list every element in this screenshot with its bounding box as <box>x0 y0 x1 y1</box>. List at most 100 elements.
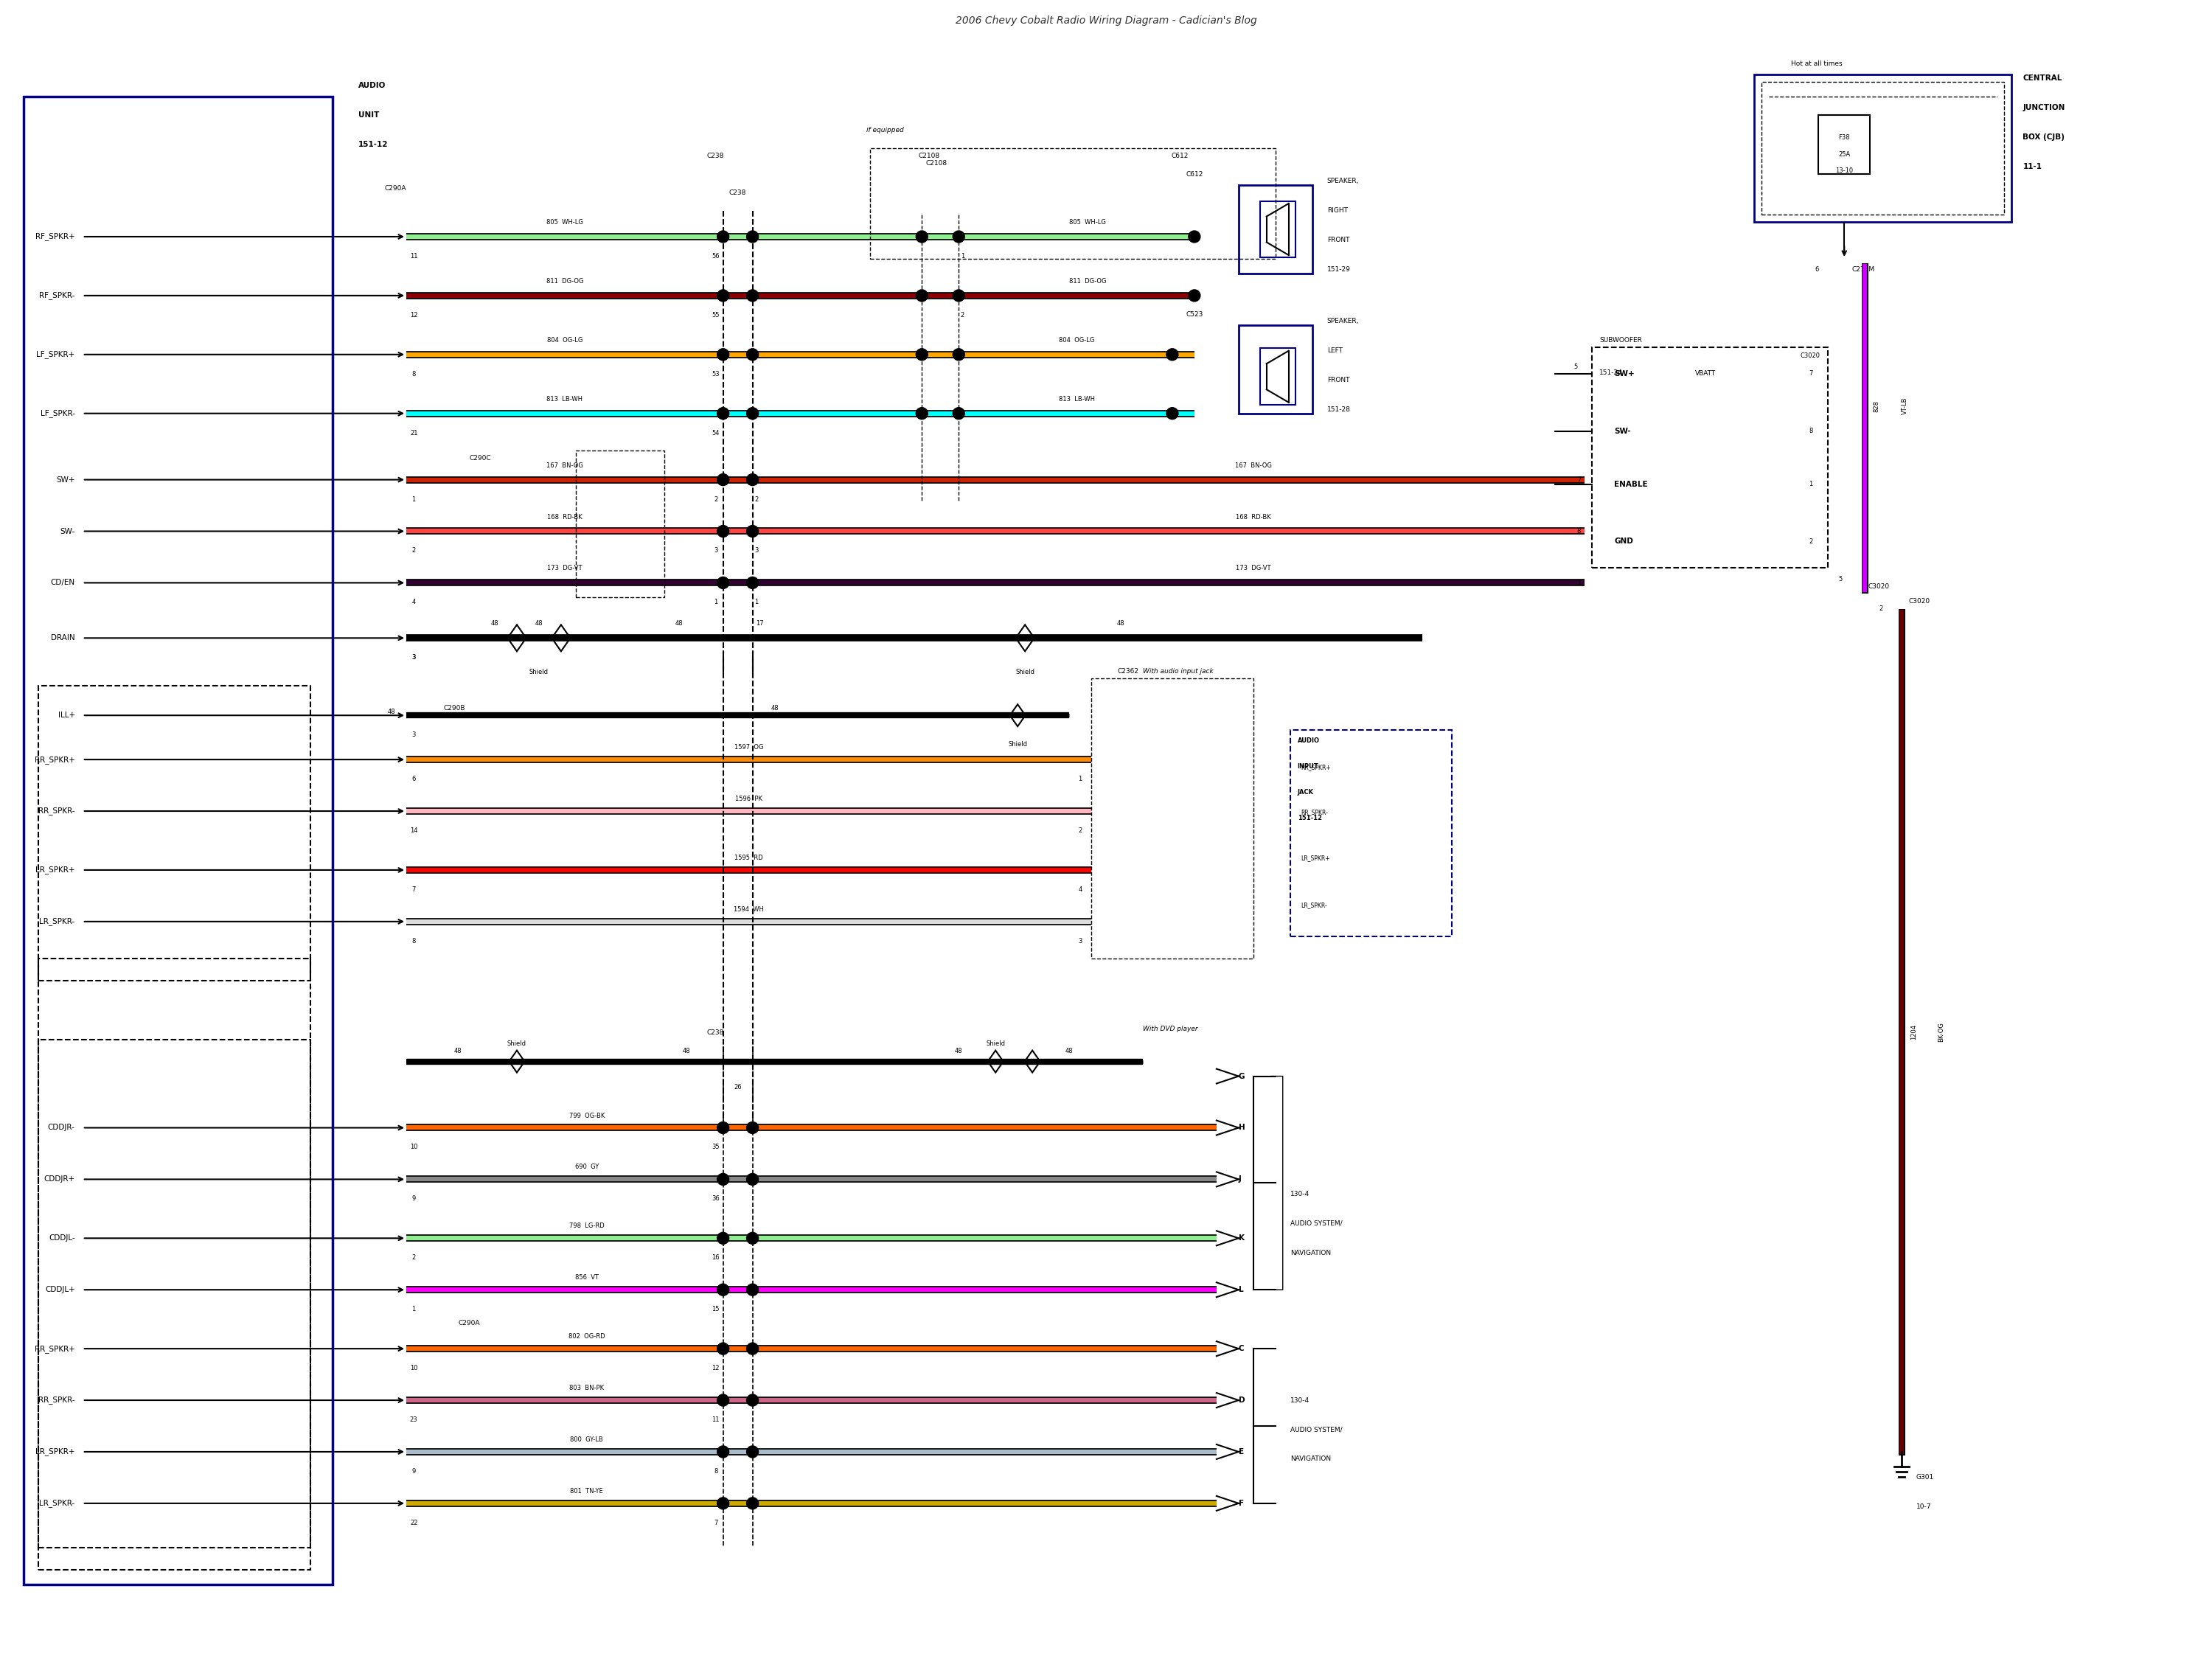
Text: BOX (CJB): BOX (CJB) <box>2022 134 2064 141</box>
Circle shape <box>748 1394 759 1407</box>
Text: C290A: C290A <box>458 1321 480 1327</box>
Text: 690  GY: 690 GY <box>575 1165 599 1171</box>
Text: 828: 828 <box>1874 400 1880 411</box>
Circle shape <box>748 290 759 302</box>
Text: RR_SPKR-: RR_SPKR- <box>1301 810 1329 816</box>
Circle shape <box>953 348 964 360</box>
Text: C2108: C2108 <box>918 153 940 159</box>
Text: 54: 54 <box>712 430 719 436</box>
Circle shape <box>748 408 759 420</box>
Text: DRAIN: DRAIN <box>51 634 75 642</box>
Text: 1: 1 <box>411 1306 416 1312</box>
Text: 3: 3 <box>411 732 416 738</box>
Text: Shield: Shield <box>507 1040 526 1047</box>
Text: SPEAKER,: SPEAKER, <box>1327 178 1358 184</box>
Text: LR_SPKR-: LR_SPKR- <box>1301 902 1327 909</box>
Circle shape <box>916 348 927 360</box>
Text: 168  RD-BK: 168 RD-BK <box>1237 514 1272 521</box>
Text: 8: 8 <box>411 937 416 944</box>
Text: NAVIGATION: NAVIGATION <box>1290 1249 1332 1256</box>
Text: 4: 4 <box>411 599 416 606</box>
Circle shape <box>748 474 759 486</box>
Text: F38: F38 <box>1838 134 1849 141</box>
Text: K: K <box>1239 1234 1245 1243</box>
Circle shape <box>916 408 927 420</box>
Circle shape <box>953 408 964 420</box>
Text: C290A: C290A <box>385 186 407 192</box>
Circle shape <box>748 1498 759 1510</box>
Text: G: G <box>1239 1072 1245 1080</box>
Text: 2: 2 <box>714 496 717 503</box>
Text: 167  BN-OG: 167 BN-OG <box>1234 461 1272 468</box>
Text: 2: 2 <box>411 1254 416 1261</box>
Text: 7: 7 <box>411 886 416 893</box>
Text: AUDIO SYSTEM/: AUDIO SYSTEM/ <box>1290 1219 1343 1226</box>
Circle shape <box>1188 290 1201 302</box>
Text: 5: 5 <box>1838 576 1843 582</box>
Circle shape <box>717 1394 730 1407</box>
Circle shape <box>953 290 964 302</box>
Circle shape <box>748 348 759 360</box>
Text: 2006 Chevy Cobalt Radio Wiring Diagram - Cadician's Blog: 2006 Chevy Cobalt Radio Wiring Diagram -… <box>956 15 1256 27</box>
Text: 1596  PK: 1596 PK <box>734 796 763 803</box>
Text: 48: 48 <box>1117 620 1124 627</box>
Text: H: H <box>1239 1125 1245 1131</box>
Text: 9: 9 <box>411 1468 416 1475</box>
Text: 11: 11 <box>712 1417 719 1423</box>
Text: C238: C238 <box>708 153 723 159</box>
Text: 23: 23 <box>409 1417 418 1423</box>
Text: C290B: C290B <box>442 705 465 712</box>
Text: 2: 2 <box>411 547 416 554</box>
Text: SW+: SW+ <box>1615 370 1635 377</box>
Circle shape <box>717 1233 730 1244</box>
Text: 151-12: 151-12 <box>1298 815 1323 821</box>
Text: 10: 10 <box>409 1145 418 1151</box>
Text: 5: 5 <box>1573 363 1577 370</box>
Text: NAVIGATION: NAVIGATION <box>1290 1457 1332 1463</box>
Circle shape <box>717 231 730 242</box>
Text: 21: 21 <box>409 430 418 436</box>
Text: LR_SPKR-: LR_SPKR- <box>40 917 75 926</box>
Text: 130-4: 130-4 <box>1290 1397 1310 1404</box>
Text: 805  WH-LG: 805 WH-LG <box>1068 219 1106 226</box>
Text: Shield: Shield <box>1009 742 1026 748</box>
Text: 803  BN-PK: 803 BN-PK <box>568 1385 604 1392</box>
Text: 1204: 1204 <box>1911 1024 1918 1040</box>
Text: AUDIO: AUDIO <box>1298 738 1321 745</box>
Text: 1: 1 <box>411 496 416 503</box>
Text: C2108: C2108 <box>927 159 947 166</box>
Text: G301: G301 <box>1916 1473 1933 1480</box>
Text: 2: 2 <box>1878 606 1882 612</box>
Text: 26: 26 <box>734 1083 741 1090</box>
Text: 48: 48 <box>956 1047 962 1053</box>
Text: C238: C238 <box>730 189 745 196</box>
Text: SUBWOOFER: SUBWOOFER <box>1599 337 1641 343</box>
Text: 130-4: 130-4 <box>1290 1191 1310 1198</box>
Text: 3: 3 <box>411 654 416 660</box>
Text: 1: 1 <box>1809 481 1814 488</box>
Text: 151-28: 151-28 <box>1327 406 1352 413</box>
Text: CDDJR+: CDDJR+ <box>44 1176 75 1183</box>
Text: GND: GND <box>1615 538 1632 546</box>
Text: Hot at all times: Hot at all times <box>1792 61 1843 68</box>
Text: 48: 48 <box>491 620 498 627</box>
Text: 811  DG-OG: 811 DG-OG <box>546 279 584 285</box>
Text: 12: 12 <box>409 312 418 319</box>
Text: 802  OG-RD: 802 OG-RD <box>568 1334 606 1340</box>
Text: 801  TN-YE: 801 TN-YE <box>571 1488 604 1495</box>
Text: FRONT: FRONT <box>1327 377 1349 383</box>
Text: INPUT: INPUT <box>1298 763 1318 770</box>
Text: F: F <box>1239 1500 1243 1506</box>
Text: C2362: C2362 <box>1117 669 1139 675</box>
Text: 56: 56 <box>712 252 719 259</box>
Text: C3020: C3020 <box>1909 599 1931 606</box>
Text: CDDJL+: CDDJL+ <box>44 1286 75 1294</box>
Circle shape <box>748 1284 759 1296</box>
Text: LF_SPKR+: LF_SPKR+ <box>35 350 75 358</box>
Text: JACK: JACK <box>1298 790 1314 796</box>
Circle shape <box>717 1498 730 1510</box>
Text: 805  WH-LG: 805 WH-LG <box>546 219 584 226</box>
Text: 1597  OG: 1597 OG <box>734 745 763 752</box>
Text: 813  LB-WH: 813 LB-WH <box>546 397 582 403</box>
Text: Shield: Shield <box>529 669 549 675</box>
